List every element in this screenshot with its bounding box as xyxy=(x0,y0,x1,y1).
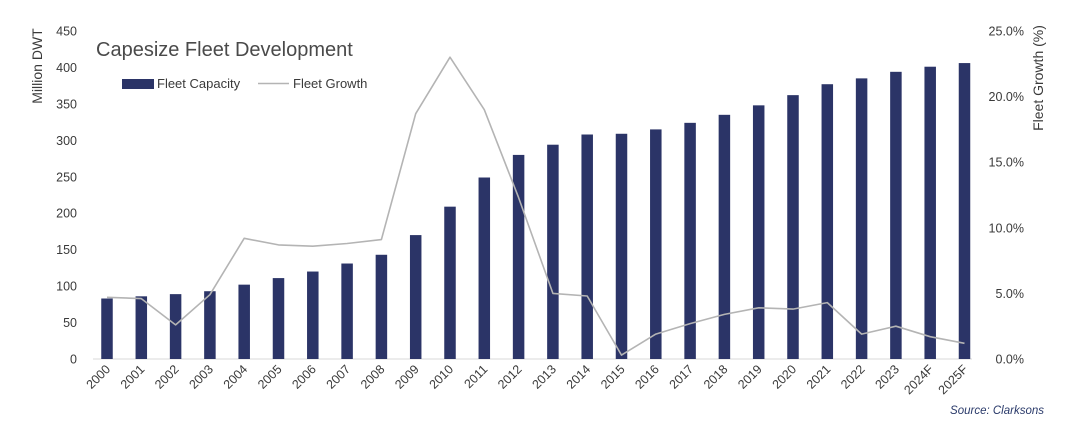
legend-label-fleet-growth: Fleet Growth xyxy=(293,76,367,91)
bar-2011 xyxy=(478,177,491,359)
bar-2009 xyxy=(409,235,422,359)
bar-2021 xyxy=(821,84,834,359)
y-axis-ticks: 0 50 100 150 200 250 300 350 400 450 xyxy=(56,25,77,367)
x-tick-label: 2003 xyxy=(186,362,216,392)
y-tick-label: 350 xyxy=(56,97,77,111)
x-tick-label: 2005 xyxy=(255,362,285,392)
bar-2002 xyxy=(169,294,182,359)
y2-tick-label: 5.0% xyxy=(996,287,1025,301)
bar-2022 xyxy=(855,78,868,359)
x-tick-label: 2010 xyxy=(427,362,457,392)
x-tick-label: 2018 xyxy=(701,362,731,392)
source-note: Source: Clarksons xyxy=(950,405,1044,417)
y-tick-label: 200 xyxy=(56,207,77,221)
bar-2024F xyxy=(924,66,936,360)
bar-2020 xyxy=(787,95,799,360)
bar-2019 xyxy=(752,105,765,359)
bar-2005 xyxy=(272,278,285,359)
y-tick-label: 150 xyxy=(56,243,77,257)
x-tick-label: 2004 xyxy=(221,362,251,392)
x-tick-label: 2006 xyxy=(289,362,319,392)
bar-2007 xyxy=(341,263,353,359)
bar-2013 xyxy=(547,144,559,359)
x-tick-label: 2011 xyxy=(462,362,491,391)
x-tick-label: 2022 xyxy=(838,362,868,392)
x-axis-ticks: 2000 2001 2002 2003 2004 2005 2006 2007 2008 2009… xyxy=(84,362,971,397)
legend: Fleet Capacity Fleet Growth xyxy=(122,76,367,91)
bar-2012 xyxy=(512,154,525,359)
y2-axis-ticks: 0.0% 5.0% 10.0% 15.0% 20.0% 25.0% xyxy=(989,25,1024,367)
y-axis-title: Million DWT xyxy=(29,28,45,104)
x-tick-label: 2008 xyxy=(358,362,388,392)
x-tick-label: 2019 xyxy=(735,362,765,392)
bar-2023 xyxy=(890,71,902,359)
y2-tick-label: 15.0% xyxy=(989,156,1024,170)
x-tick-label: 2020 xyxy=(770,362,800,392)
bar-2025F xyxy=(958,63,971,360)
bar-2014 xyxy=(581,134,593,359)
bar-2006 xyxy=(307,271,319,359)
bar-2008 xyxy=(375,254,388,359)
bar-2001 xyxy=(135,296,148,359)
x-tick-label: 2015 xyxy=(598,362,628,392)
x-tick-label: 2016 xyxy=(632,362,662,392)
x-tick-label: 2023 xyxy=(872,362,902,392)
y2-tick-label: 25.0% xyxy=(989,25,1024,39)
bar-2015 xyxy=(615,133,628,359)
y-tick-label: 400 xyxy=(56,61,77,75)
chart-title: Capesize Fleet Development xyxy=(96,39,353,61)
bar-2000 xyxy=(101,298,113,359)
y-tick-label: 300 xyxy=(56,134,77,148)
x-tick-label: 2025F xyxy=(936,362,971,397)
bar-2016 xyxy=(650,129,662,359)
y-tick-label: 450 xyxy=(56,25,77,39)
y-tick-label: 50 xyxy=(63,316,77,330)
x-tick-label: 2001 xyxy=(118,362,148,392)
y-tick-label: 100 xyxy=(56,280,77,294)
x-tick-label: 2002 xyxy=(152,362,182,392)
line-series-fleet-growth xyxy=(106,56,965,356)
y-tick-label: 0 xyxy=(70,353,77,367)
x-tick-label: 2000 xyxy=(84,362,114,392)
bar-series-fleet-capacity xyxy=(101,63,971,360)
y2-tick-label: 0.0% xyxy=(996,353,1025,367)
y2-tick-label: 20.0% xyxy=(989,90,1024,104)
bar-2004 xyxy=(238,284,250,359)
bar-2010 xyxy=(444,206,456,359)
bar-2018 xyxy=(718,114,731,359)
bar-2003 xyxy=(204,291,216,359)
x-tick-label: 2014 xyxy=(564,362,594,392)
x-tick-label: 2007 xyxy=(324,362,354,392)
y-tick-label: 250 xyxy=(56,170,77,184)
y2-tick-label: 10.0% xyxy=(989,221,1024,235)
x-tick-label: 2017 xyxy=(667,362,697,392)
x-tick-label: 2024F xyxy=(901,362,936,397)
y2-axis-title: Fleet Growth (%) xyxy=(1030,25,1046,131)
x-tick-label: 2021 xyxy=(804,362,834,392)
legend-label-fleet-capacity: Fleet Capacity xyxy=(157,76,241,91)
x-tick-label: 2009 xyxy=(392,362,422,392)
legend-swatch-fleet-capacity xyxy=(122,79,154,89)
x-tick-label: 2012 xyxy=(495,362,525,392)
bar-2017 xyxy=(684,122,696,359)
x-tick-label: 2013 xyxy=(529,362,559,392)
